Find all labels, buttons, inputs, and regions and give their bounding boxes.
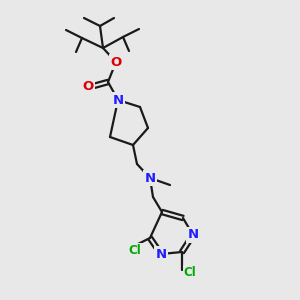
Text: O: O (110, 56, 122, 68)
Text: N: N (188, 229, 199, 242)
Text: O: O (82, 80, 94, 94)
Text: N: N (144, 172, 156, 184)
Text: N: N (155, 248, 167, 260)
Text: Cl: Cl (129, 244, 141, 256)
Text: N: N (112, 94, 124, 106)
Text: Cl: Cl (184, 266, 196, 278)
